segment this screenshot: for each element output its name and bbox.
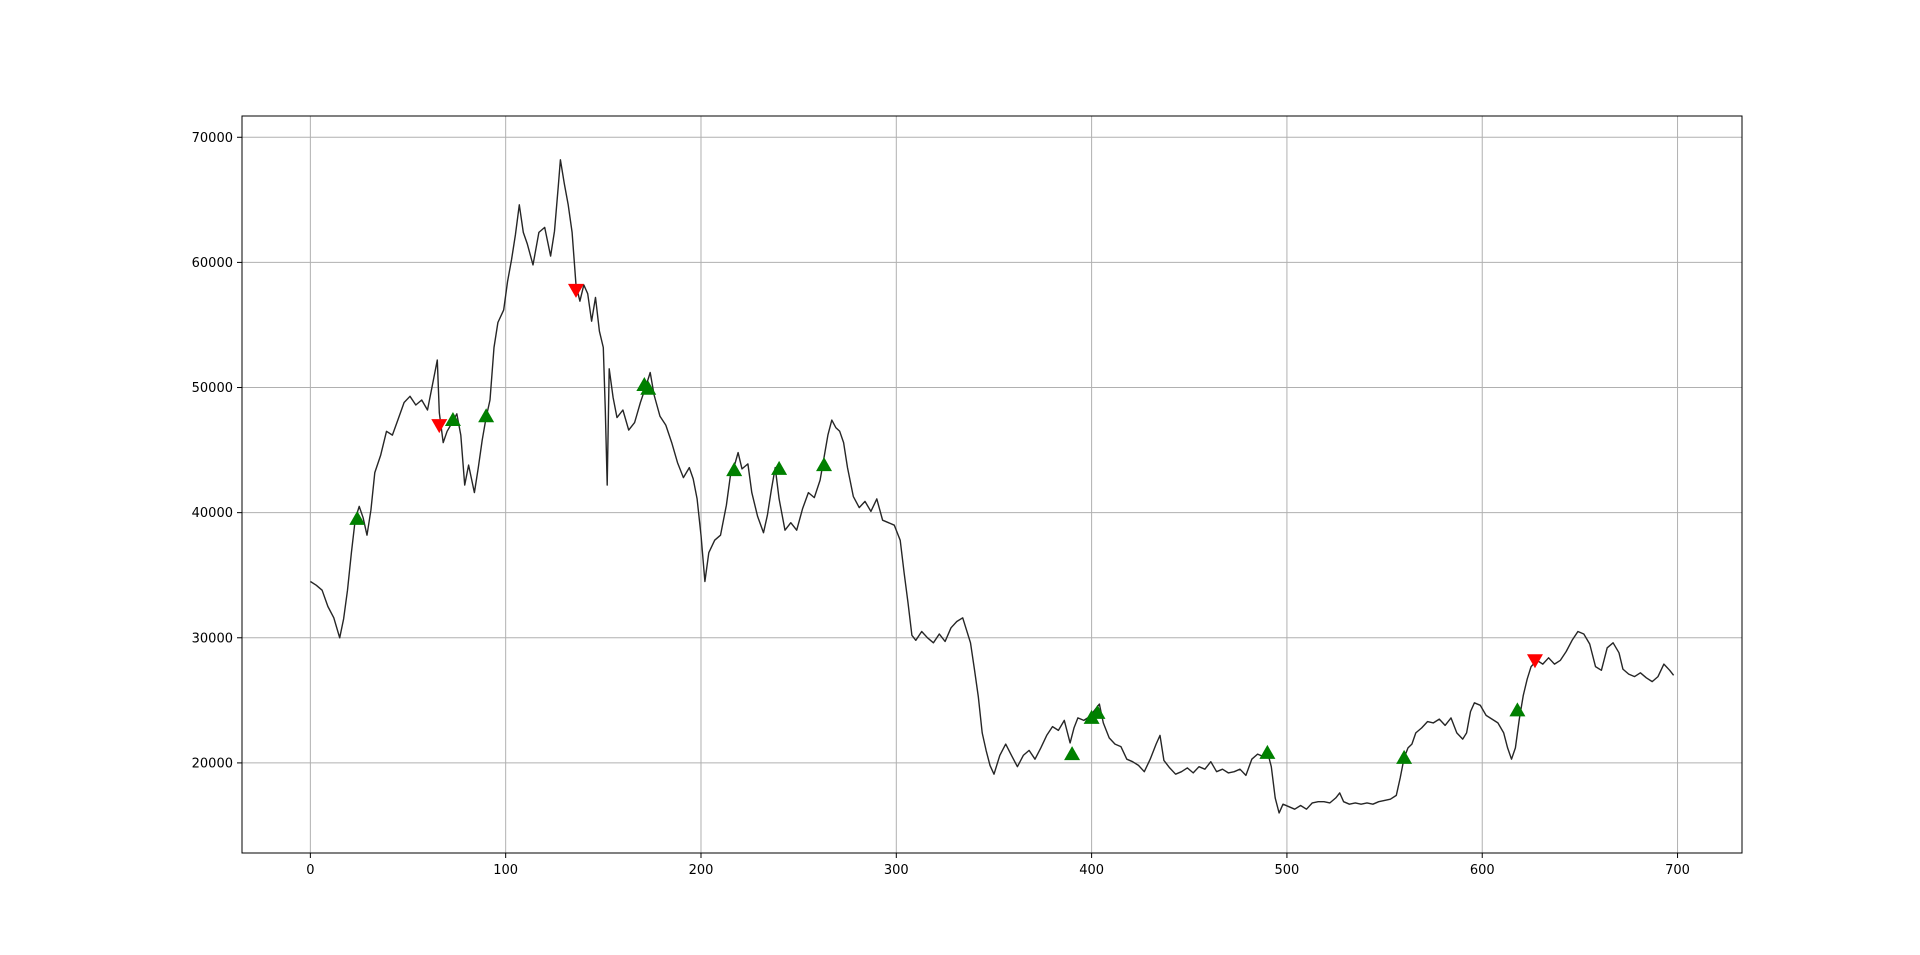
x-axis-ticks: 0 100 200 300 400 500 600 700 xyxy=(306,853,1690,878)
buy-signal-marker xyxy=(1259,744,1276,759)
x-tick-label: 300 xyxy=(884,863,909,878)
buy-signal-marker xyxy=(771,460,788,475)
y-axis-ticks: 20000 30000 40000 50000 60000 70000 xyxy=(192,131,242,771)
buy-signal-marker xyxy=(816,457,833,472)
price-line xyxy=(310,159,1675,814)
buy-signal-marker xyxy=(349,510,366,525)
buy-signal-marker xyxy=(1396,749,1413,764)
y-tick-label: 70000 xyxy=(192,131,233,146)
x-tick-label: 600 xyxy=(1470,863,1495,878)
x-tick-label: 400 xyxy=(1079,863,1104,878)
buy-signal-marker xyxy=(478,408,495,423)
buy-signal-marker xyxy=(640,380,657,395)
buy-signal-marker xyxy=(1509,702,1526,717)
sell-signal-marker xyxy=(431,419,448,434)
buy-signal-marker xyxy=(444,412,461,427)
buy-signal-marker xyxy=(726,462,743,477)
x-tick-label: 700 xyxy=(1665,863,1690,878)
plot-frame xyxy=(241,115,1743,854)
y-tick-label: 20000 xyxy=(192,756,233,771)
x-tick-label: 200 xyxy=(689,863,714,878)
x-tick-label: 100 xyxy=(493,863,518,878)
sell-signal-marker xyxy=(1526,654,1543,669)
buy-signal-marker xyxy=(1064,746,1081,761)
grid-lines xyxy=(242,116,1742,853)
signal-markers xyxy=(349,283,1543,764)
y-tick-label: 50000 xyxy=(192,381,233,396)
x-tick-label: 0 xyxy=(306,863,314,878)
y-tick-label: 60000 xyxy=(192,256,233,271)
sell-signal-marker xyxy=(567,283,584,298)
price-series xyxy=(310,159,1675,814)
x-tick-label: 500 xyxy=(1275,863,1300,878)
buy-signal-marker xyxy=(1089,704,1106,719)
y-tick-label: 30000 xyxy=(192,631,233,646)
y-tick-label: 40000 xyxy=(192,506,233,521)
